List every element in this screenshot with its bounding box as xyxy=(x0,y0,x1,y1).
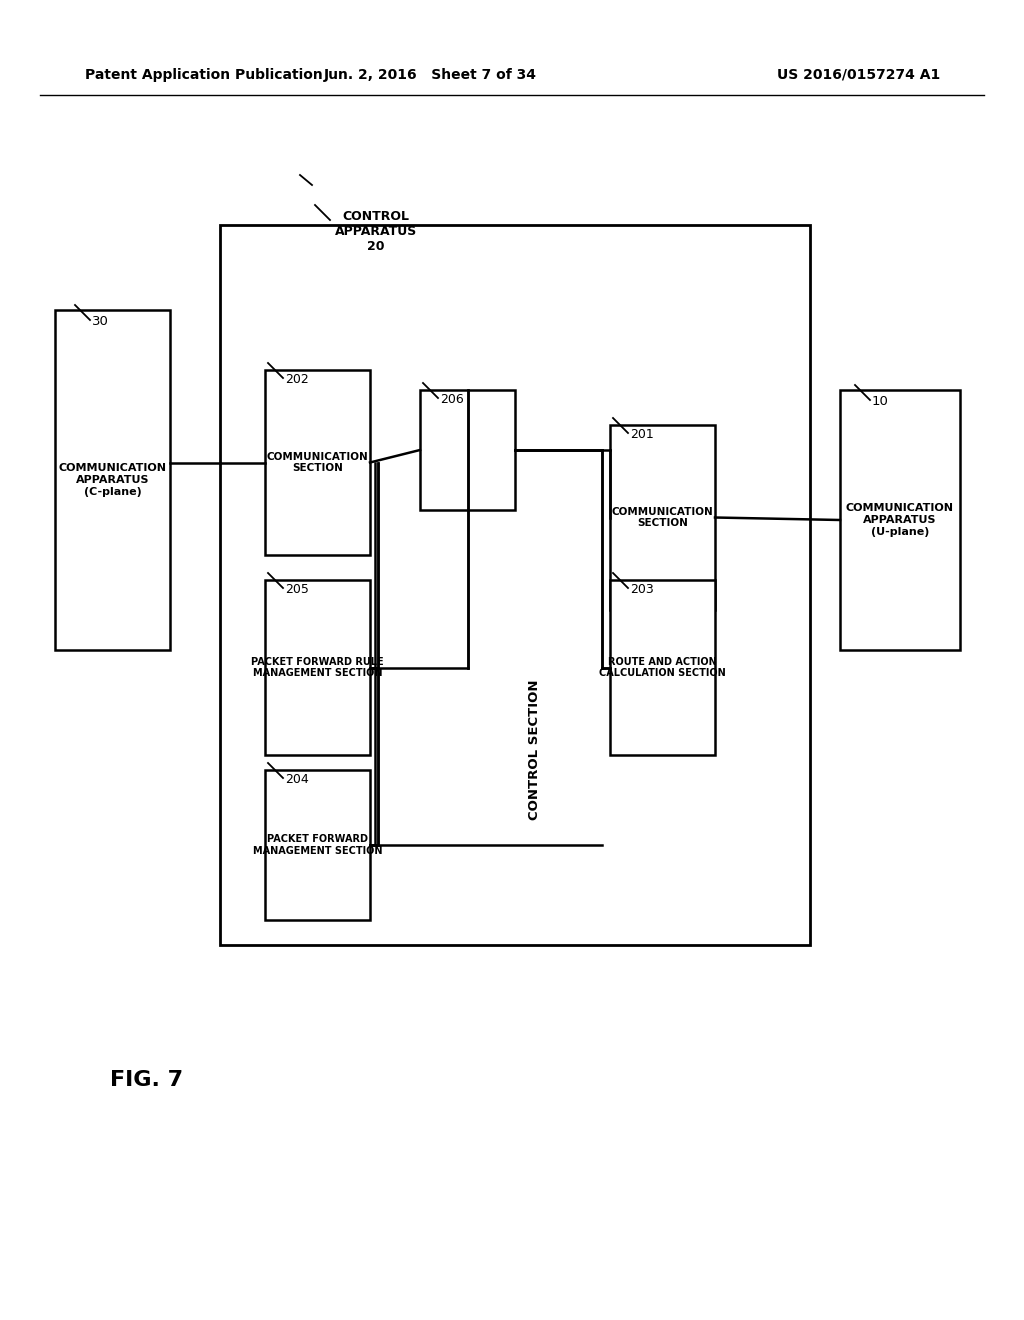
Text: CONTROL
APPARATUS
20: CONTROL APPARATUS 20 xyxy=(335,210,417,253)
Text: 205: 205 xyxy=(285,583,309,597)
Text: 204: 204 xyxy=(285,774,309,785)
Bar xyxy=(265,579,370,755)
Text: PACKET FORWARD
MANAGEMENT SECTION: PACKET FORWARD MANAGEMENT SECTION xyxy=(253,834,382,855)
Bar xyxy=(610,425,715,610)
Text: FIG. 7: FIG. 7 xyxy=(110,1071,183,1090)
Text: CONTROL SECTION: CONTROL SECTION xyxy=(528,680,542,820)
Text: COMMUNICATION
APPARATUS
(U-plane): COMMUNICATION APPARATUS (U-plane) xyxy=(846,503,954,537)
Text: COMMUNICATION
APPARATUS
(C-plane): COMMUNICATION APPARATUS (C-plane) xyxy=(58,463,167,496)
Text: 30: 30 xyxy=(92,315,109,327)
Text: 203: 203 xyxy=(630,583,653,597)
Bar xyxy=(55,310,170,649)
Bar xyxy=(265,770,370,920)
Text: 202: 202 xyxy=(285,374,309,385)
Bar xyxy=(420,389,515,510)
Bar xyxy=(840,389,961,649)
Bar xyxy=(265,370,370,554)
Text: US 2016/0157274 A1: US 2016/0157274 A1 xyxy=(777,69,940,82)
Text: 201: 201 xyxy=(630,428,653,441)
Text: PACKET FORWARD RULE
MANAGEMENT SECTION: PACKET FORWARD RULE MANAGEMENT SECTION xyxy=(251,657,384,678)
Text: ROUTE AND ACTION
CALCULATION SECTION: ROUTE AND ACTION CALCULATION SECTION xyxy=(599,657,726,678)
Bar xyxy=(610,579,715,755)
Text: COMMUNICATION
SECTION: COMMUNICATION SECTION xyxy=(266,451,369,474)
Text: Patent Application Publication: Patent Application Publication xyxy=(85,69,323,82)
Text: 206: 206 xyxy=(440,393,464,407)
Bar xyxy=(220,224,810,945)
Text: 10: 10 xyxy=(872,395,889,408)
Text: Jun. 2, 2016   Sheet 7 of 34: Jun. 2, 2016 Sheet 7 of 34 xyxy=(324,69,537,82)
Text: COMMUNICATION
SECTION: COMMUNICATION SECTION xyxy=(611,507,714,528)
